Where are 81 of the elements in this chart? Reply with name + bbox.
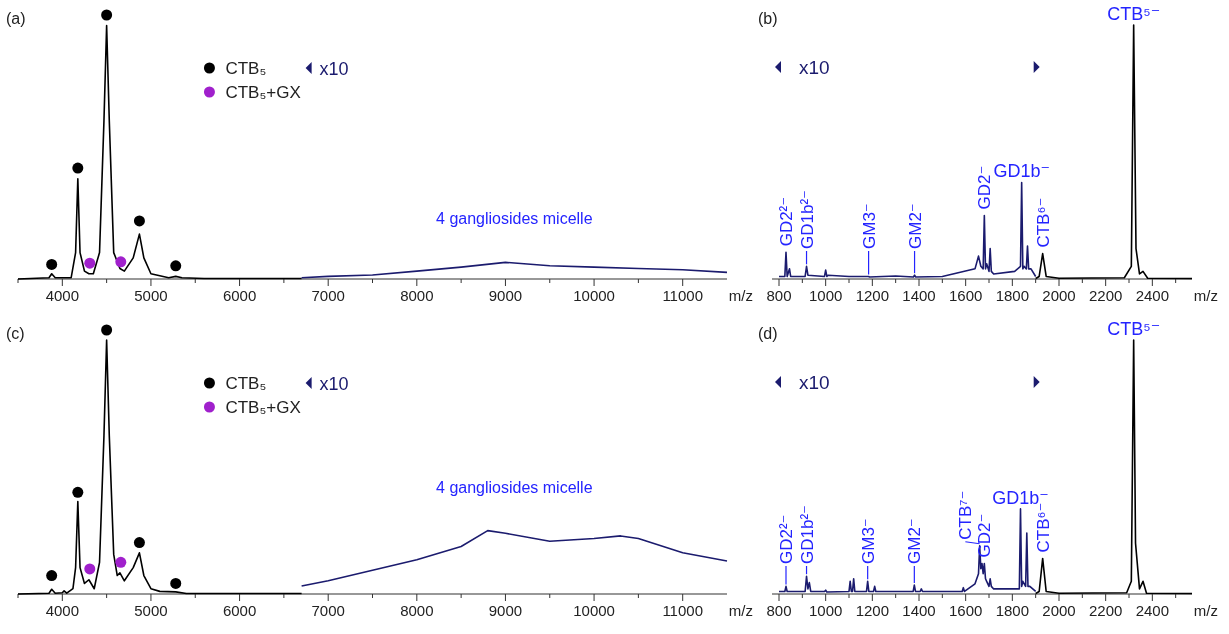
annotation: CTB⁷⁻ — [956, 490, 976, 540]
point — [84, 257, 96, 269]
x-tick-label: 2400 — [1135, 602, 1170, 619]
annotation: GM2⁻ — [905, 203, 925, 249]
x-tick-label: 9000 — [488, 287, 523, 304]
annotation: x10 — [799, 57, 830, 78]
x-tick-label: 7000 — [311, 602, 345, 619]
x-tick-label: 1000 — [808, 287, 843, 304]
annotation: GD2²⁻ — [777, 514, 796, 564]
point — [170, 260, 182, 272]
annotation: GM3⁻ — [859, 203, 879, 249]
x-axis-title: m/z — [1193, 602, 1218, 619]
legend-label: CTB₅ — [225, 59, 267, 78]
x-axis-title: m/z — [1193, 287, 1218, 304]
point — [84, 563, 96, 575]
x-tick-label: 800 — [766, 287, 792, 304]
point — [170, 577, 182, 589]
x-tick-label: 1800 — [995, 602, 1030, 619]
annotation: CTB⁵⁻ — [1107, 4, 1161, 24]
x-tick-label: 9000 — [488, 602, 523, 619]
annotation: GD2⁻ — [975, 513, 995, 558]
x-tick-label: 7000 — [311, 287, 345, 304]
x-tick-label: 1600 — [948, 602, 983, 619]
annotation: GD2⁻ — [975, 165, 995, 210]
x-tick-label: 10000 — [573, 602, 615, 619]
x-tick-label: 800 — [766, 602, 792, 619]
annotation: GD1b²⁻ — [797, 189, 817, 249]
annotation: CTB⁵⁻ — [1107, 319, 1161, 339]
chart-title: (c) — [6, 325, 25, 342]
point — [115, 556, 127, 568]
point — [46, 570, 58, 582]
point — [46, 258, 58, 270]
annotation: GD2²⁻ — [777, 196, 796, 247]
point — [101, 9, 113, 21]
x-tick-label: 11000 — [662, 602, 703, 619]
x-tick-label: 1000 — [808, 602, 843, 619]
x-tick-label: 11000 — [662, 287, 703, 304]
annotation: CTB⁶⁻ — [1033, 197, 1053, 248]
x-tick-label: 1400 — [902, 287, 936, 304]
x-axis-title: m/z — [728, 602, 753, 619]
chart-title: (a) — [6, 10, 26, 27]
x-tick-label: 1200 — [855, 287, 890, 304]
chart-title: (b) — [758, 10, 778, 27]
x-tick-label: 4000 — [45, 602, 79, 619]
annotation: 4 gangliosides micelle — [436, 210, 593, 228]
chart-title: (d) — [758, 325, 778, 342]
annotation: GM3⁻ — [858, 518, 878, 564]
x-tick-label: 6000 — [222, 287, 257, 304]
x-tick-label: 8000 — [400, 287, 434, 304]
point — [72, 162, 84, 174]
point — [133, 215, 145, 227]
point — [133, 537, 145, 549]
annotation: GD1b²⁻ — [797, 504, 817, 564]
x-tick-label: 10000 — [573, 287, 615, 304]
x-tick-label: 1600 — [948, 287, 983, 304]
legend-label: CTB₅+GX — [225, 83, 301, 102]
x-tick-label: 5000 — [134, 287, 168, 304]
x-tick-label: 8000 — [400, 602, 434, 619]
x-axis-title: m/z — [728, 287, 753, 304]
x-tick-label: 2200 — [1088, 602, 1123, 619]
x-tick-label: 4000 — [45, 287, 79, 304]
x-tick-label: 5000 — [134, 602, 168, 619]
x-tick-label: 1800 — [995, 287, 1030, 304]
point — [115, 256, 127, 268]
annotation: 4 gangliosides micelle — [436, 478, 593, 496]
annotation: GD1b⁻ — [993, 161, 1050, 182]
annotation: x10 — [799, 372, 830, 393]
x-tick-label: 2400 — [1135, 287, 1170, 304]
x-tick-label: 2000 — [1042, 602, 1076, 619]
point — [101, 324, 113, 336]
x-tick-label: 1200 — [855, 602, 890, 619]
annotation: GM2⁻ — [905, 518, 925, 564]
point — [72, 486, 84, 498]
legend-label: CTB₅ — [225, 374, 267, 393]
x-tick-label: 1400 — [902, 602, 936, 619]
x-tick-label: 2000 — [1042, 287, 1076, 304]
annotation: x10 — [319, 59, 349, 79]
x-tick-label: 6000 — [222, 602, 257, 619]
annotation: x10 — [319, 374, 349, 394]
legend-label: CTB₅+GX — [225, 398, 301, 417]
x-tick-label: 2200 — [1088, 287, 1123, 304]
